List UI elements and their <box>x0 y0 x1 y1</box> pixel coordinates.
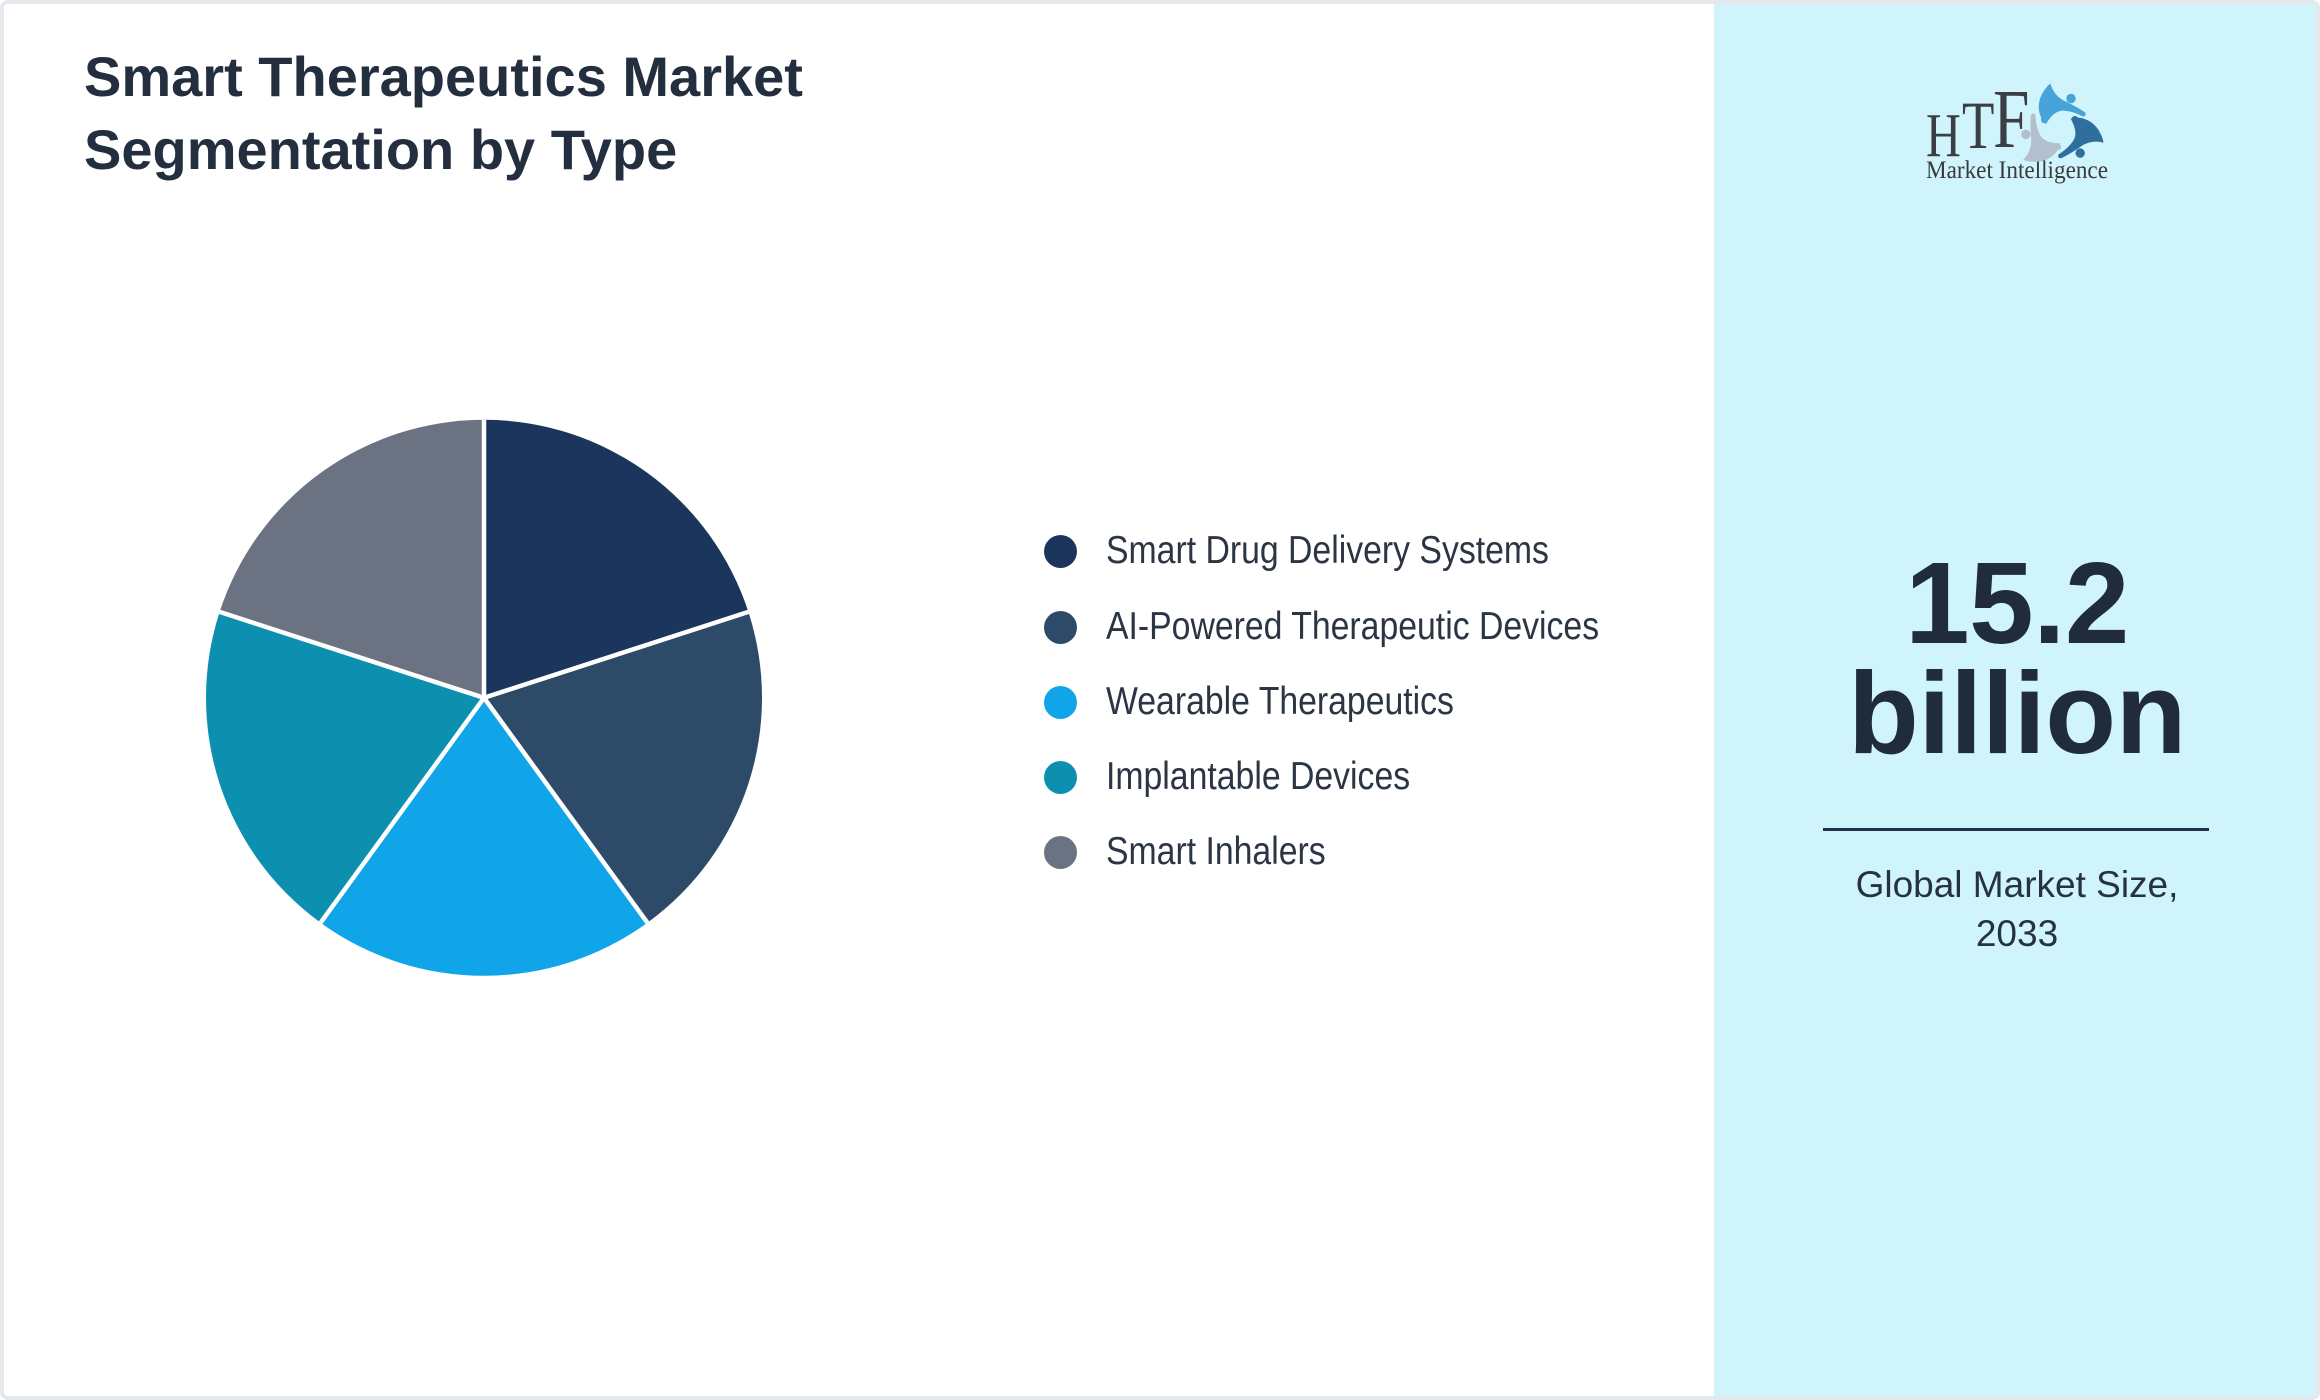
svg-text:T: T <box>1962 89 1994 164</box>
svg-text:F: F <box>1993 80 2029 166</box>
svg-text:Market Intelligence: Market Intelligence <box>1926 157 2108 184</box>
svg-text:H: H <box>1926 101 1961 170</box>
